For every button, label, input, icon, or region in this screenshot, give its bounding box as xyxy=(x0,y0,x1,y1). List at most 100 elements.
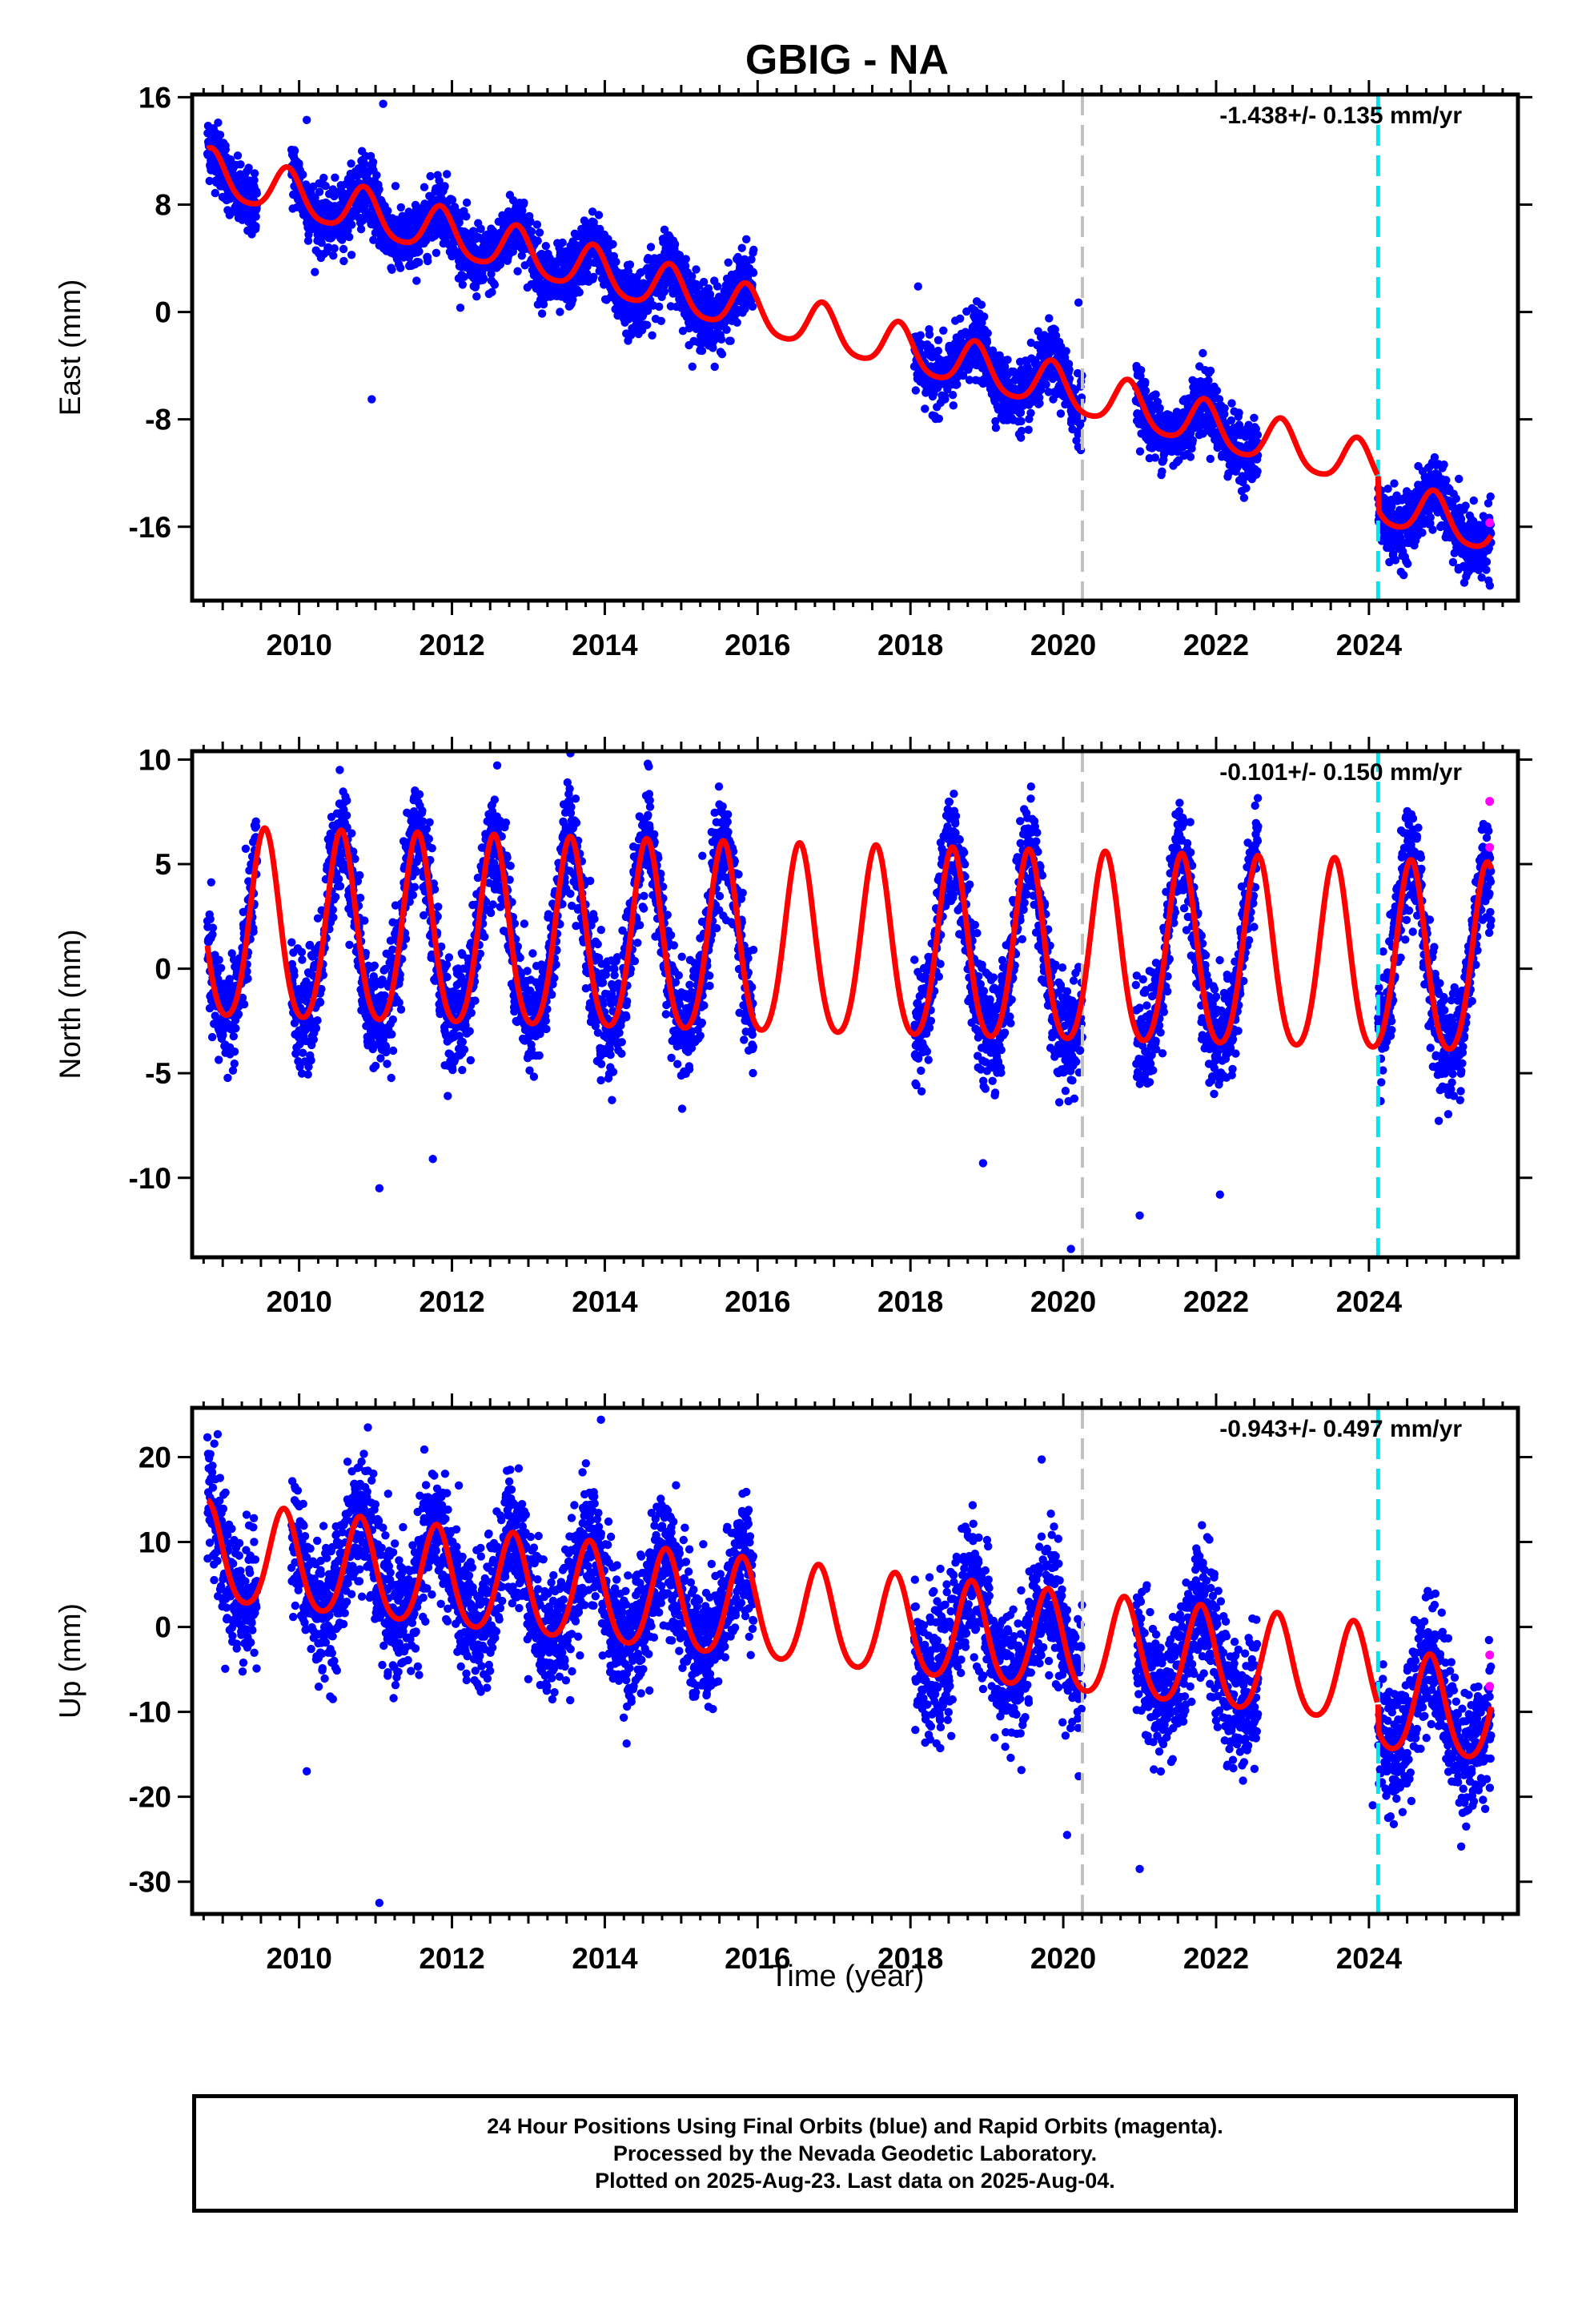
data-point xyxy=(934,346,943,356)
data-point xyxy=(1212,386,1222,395)
data-point xyxy=(415,258,424,267)
data-point xyxy=(462,212,471,221)
data-point xyxy=(415,247,424,256)
data-point xyxy=(1204,376,1213,385)
x-tick-label: 2022 xyxy=(1183,629,1249,661)
data-point xyxy=(487,269,496,279)
data-point xyxy=(331,173,339,182)
data-point xyxy=(387,265,396,274)
data-point xyxy=(916,331,926,340)
data-point xyxy=(965,376,974,384)
data-point xyxy=(911,386,921,395)
data-point xyxy=(1486,492,1495,501)
data-point xyxy=(339,256,348,266)
data-point xyxy=(412,276,421,285)
data-point xyxy=(1227,416,1236,425)
outlier-point xyxy=(379,99,387,108)
data-point xyxy=(369,235,378,244)
data-point xyxy=(681,261,690,271)
data-point xyxy=(527,227,536,236)
data-point xyxy=(1390,479,1399,488)
data-point xyxy=(1403,559,1412,569)
data-point xyxy=(612,257,620,267)
data-point xyxy=(319,173,328,183)
panel-north: 2010 2012 2014 2016 2018 2020 2022 20241050-5-1… xyxy=(54,737,1532,1318)
data-point xyxy=(315,187,324,196)
data-point xyxy=(681,255,690,263)
data-point xyxy=(207,1032,217,1042)
data-point xyxy=(251,822,261,831)
data-point xyxy=(1188,436,1198,445)
data-point xyxy=(208,923,218,932)
data-point xyxy=(317,239,326,247)
data-point xyxy=(1242,484,1251,493)
data-point xyxy=(642,320,652,329)
data-point xyxy=(1026,408,1035,417)
data-point xyxy=(206,915,215,924)
data-point xyxy=(1428,525,1437,534)
data-point xyxy=(541,242,550,251)
data-point xyxy=(1003,356,1012,364)
data-point xyxy=(1024,425,1033,434)
data-point xyxy=(221,145,230,154)
data-point xyxy=(537,309,547,318)
data-point xyxy=(236,160,245,169)
data-point xyxy=(448,195,457,204)
data-point xyxy=(297,947,307,957)
data-point xyxy=(1158,467,1166,476)
y-tick-label: 16 xyxy=(139,81,171,114)
data-point xyxy=(1227,399,1236,408)
data-point xyxy=(1042,380,1050,389)
data-point xyxy=(432,248,441,257)
data-point xyxy=(311,267,319,276)
data-point xyxy=(287,938,296,947)
data-point xyxy=(315,998,325,1007)
data-point xyxy=(588,207,597,216)
data-point xyxy=(216,963,226,973)
data-point xyxy=(926,344,935,354)
data-point xyxy=(250,169,259,178)
data-point xyxy=(1151,390,1160,399)
data-point xyxy=(699,277,709,287)
data-point xyxy=(991,424,1001,432)
data-point xyxy=(953,380,962,389)
data-point xyxy=(1056,409,1066,418)
data-point xyxy=(233,151,243,160)
data-point xyxy=(710,362,719,372)
data-point xyxy=(1155,404,1164,412)
data-point xyxy=(1442,476,1451,485)
data-point xyxy=(1062,347,1070,356)
data-point xyxy=(1452,494,1461,503)
data-point xyxy=(733,318,741,327)
data-point xyxy=(440,182,449,191)
data-point xyxy=(697,346,707,356)
data-point xyxy=(655,302,664,312)
data-point xyxy=(329,251,338,260)
data-point xyxy=(1455,474,1464,484)
data-point xyxy=(518,206,527,215)
data-point xyxy=(988,346,998,355)
data-point xyxy=(313,1016,322,1025)
data-point xyxy=(656,316,665,325)
data-point xyxy=(311,1023,321,1033)
data-point xyxy=(1186,452,1195,461)
data-point xyxy=(230,1047,239,1056)
data-point xyxy=(360,201,369,210)
data-point xyxy=(1253,430,1263,440)
data-point xyxy=(290,147,299,155)
data-point xyxy=(1206,454,1215,464)
data-point xyxy=(241,844,251,854)
data-point xyxy=(705,290,715,299)
data-point xyxy=(648,331,656,340)
data-point xyxy=(1045,314,1054,323)
data-point xyxy=(939,326,948,335)
y-tick-label: 0 xyxy=(155,296,171,329)
data-point xyxy=(558,238,567,247)
data-point xyxy=(383,207,392,215)
data-point xyxy=(1469,496,1479,505)
data-point xyxy=(526,217,535,226)
x-tick-label: 2024 xyxy=(1336,629,1403,661)
data-point xyxy=(737,243,746,252)
data-point xyxy=(1250,413,1259,422)
data-point xyxy=(1199,348,1207,358)
